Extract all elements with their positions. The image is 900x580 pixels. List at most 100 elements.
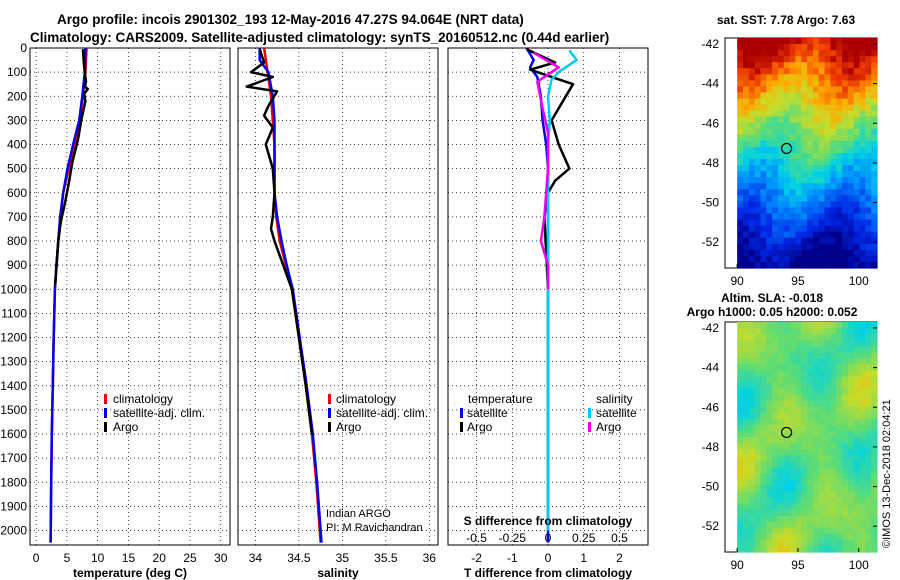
map-cell xyxy=(871,424,878,432)
map-cell xyxy=(789,68,797,75)
map-cell xyxy=(830,237,837,245)
map-cell xyxy=(847,473,855,480)
map-cell xyxy=(842,44,849,51)
map-cell xyxy=(847,50,855,57)
y-tick-label: 200 xyxy=(7,89,27,103)
map-cell xyxy=(830,449,837,456)
map-cell xyxy=(737,461,744,468)
map-cell xyxy=(847,545,855,553)
map-cell xyxy=(737,165,744,172)
map-cell xyxy=(766,443,773,450)
map-cell xyxy=(842,255,849,263)
map-cell xyxy=(847,461,855,468)
map-cell xyxy=(777,207,785,215)
map-cell xyxy=(760,201,767,209)
map-cell xyxy=(742,80,750,88)
map-cell xyxy=(836,461,843,468)
legend-swatch-temp-argo xyxy=(460,422,463,432)
map-cell xyxy=(865,370,872,378)
map-cell xyxy=(865,50,872,57)
map-cell xyxy=(754,86,762,94)
map-cell xyxy=(772,485,779,493)
map-cell xyxy=(789,255,797,263)
map-cell xyxy=(742,243,750,251)
x-tick-label: 1 xyxy=(580,551,587,565)
map-cell xyxy=(830,177,837,184)
map-cell xyxy=(795,62,802,69)
map-cell xyxy=(795,352,802,359)
map-cell xyxy=(818,140,826,148)
map-cell xyxy=(830,74,837,81)
map-cell xyxy=(824,539,831,547)
map-cell xyxy=(795,437,802,444)
map-cell xyxy=(772,449,779,456)
map-cell xyxy=(737,346,744,353)
map-cell xyxy=(818,322,826,329)
map-cell xyxy=(789,328,797,335)
map-cell xyxy=(859,165,866,172)
map-cell xyxy=(748,110,756,118)
map-cell xyxy=(766,225,773,233)
map-cell xyxy=(801,527,808,535)
map-cell xyxy=(812,322,820,329)
map-y-tick-label: -42 xyxy=(702,37,720,51)
map-cell xyxy=(842,412,849,420)
map-cell xyxy=(842,545,849,553)
map-cell xyxy=(836,473,843,480)
map-cell xyxy=(737,110,744,118)
map-cell xyxy=(766,461,773,468)
map-cell xyxy=(742,146,750,154)
map-cell xyxy=(865,44,872,51)
map-cell xyxy=(777,491,785,499)
map-x-tick-label: 90 xyxy=(730,558,744,572)
map-cell xyxy=(842,110,849,118)
map-cell xyxy=(853,183,861,190)
map-cell xyxy=(807,437,814,444)
map-cell xyxy=(836,116,843,124)
map-cell xyxy=(783,225,791,233)
map-cell xyxy=(830,515,837,523)
map-cell xyxy=(777,165,785,172)
map-cell xyxy=(807,491,814,499)
map-cell xyxy=(742,140,750,148)
map-cell xyxy=(807,189,814,196)
map-cell xyxy=(853,479,861,487)
map-cell xyxy=(766,322,773,329)
map-cell xyxy=(754,80,762,88)
map-cell xyxy=(737,437,744,444)
map-cell xyxy=(783,243,791,251)
map-cell xyxy=(760,521,767,529)
map-cell xyxy=(748,159,756,166)
map-cell xyxy=(795,261,802,269)
map-cell xyxy=(795,231,802,239)
map-cell xyxy=(737,50,744,57)
map-cell xyxy=(748,485,756,493)
map-cell xyxy=(754,491,762,499)
map-cell xyxy=(836,340,843,347)
map-cell xyxy=(859,68,866,75)
map-cell xyxy=(865,340,872,347)
map-cell xyxy=(812,98,820,106)
map-cell xyxy=(789,340,797,347)
map-cell xyxy=(772,153,779,160)
x-tick-label: 36 xyxy=(423,551,437,565)
map-cell xyxy=(836,225,843,233)
map-cell xyxy=(789,195,797,203)
map-cell xyxy=(754,201,762,209)
map-cell xyxy=(812,485,820,493)
map-cell xyxy=(772,237,779,245)
map-cell xyxy=(748,545,756,553)
map-cell xyxy=(812,140,820,148)
map-cell xyxy=(830,189,837,196)
map-cell xyxy=(830,461,837,468)
map-cell xyxy=(842,74,849,81)
map-cell xyxy=(865,219,872,227)
map-cell xyxy=(783,207,791,215)
map-cell xyxy=(783,539,791,547)
map-cell xyxy=(830,467,837,474)
map-cell xyxy=(801,430,808,438)
map-cell xyxy=(830,104,837,112)
map-cell xyxy=(842,406,849,414)
map-cell xyxy=(859,382,866,390)
y-tick-label: 1400 xyxy=(0,379,27,393)
